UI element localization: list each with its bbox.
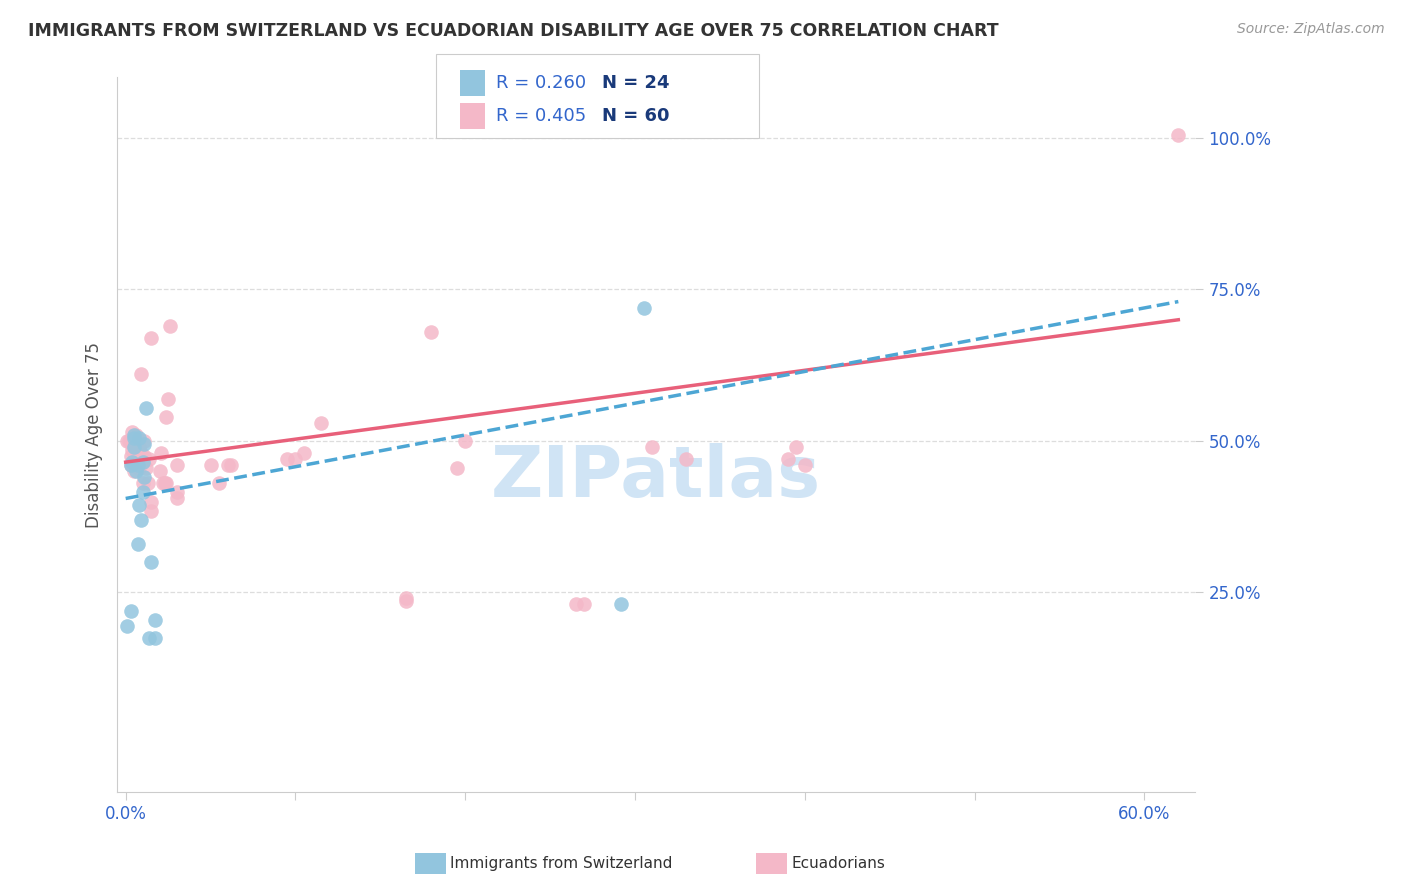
Point [633,301,655,315]
Point [776,452,799,467]
Point [128,440,150,454]
Point [121,437,143,451]
Text: IMMIGRANTS FROM SWITZERLAND VS ECUADORIAN DISABILITY AGE OVER 75 CORRELATION CHA: IMMIGRANTS FROM SWITZERLAND VS ECUADORIA… [28,22,998,40]
Point [141,555,163,569]
Point [138,452,160,467]
Point [120,449,142,463]
Point [219,458,242,472]
Point [134,470,156,484]
Point [117,434,139,448]
Text: R = 0.405: R = 0.405 [496,107,586,125]
Point [127,434,149,448]
Point [122,428,145,442]
Point [292,446,315,460]
Point [134,434,156,448]
Point [128,431,150,445]
Point [157,392,180,406]
Text: ZIPatlas: ZIPatlas [491,443,821,512]
Point [454,434,477,448]
Point [217,458,239,472]
Point [122,464,145,478]
Point [121,455,143,469]
Text: N = 60: N = 60 [602,107,669,125]
Point [564,598,586,612]
Point [121,431,143,445]
Point [276,452,298,467]
Point [420,325,443,339]
Text: N = 24: N = 24 [602,74,669,92]
Point [129,513,152,527]
Point [610,598,633,612]
Point [166,491,188,506]
Point [127,458,149,472]
Point [284,452,307,467]
Point [1167,128,1189,142]
Point [793,458,815,472]
Point [125,428,148,442]
Point [143,613,166,627]
Point [134,437,156,451]
Point [149,464,172,478]
Point [141,331,163,345]
Text: Source: ZipAtlas.com: Source: ZipAtlas.com [1237,22,1385,37]
Point [136,476,159,491]
Point [122,452,145,467]
Point [159,318,181,333]
Point [446,461,468,475]
Point [121,442,143,457]
Point [166,485,188,500]
Point [135,461,157,475]
Point [128,498,150,512]
Point [143,631,166,645]
Point [131,455,153,469]
Point [200,458,222,472]
Point [155,409,177,424]
Point [150,446,173,460]
Point [118,434,141,448]
Point [134,449,156,463]
Point [127,537,149,551]
Point [572,598,595,612]
Point [120,458,142,472]
Text: Immigrants from Switzerland: Immigrants from Switzerland [450,856,672,871]
Point [395,591,418,606]
Point [785,440,807,454]
Point [125,464,148,478]
Point [138,631,160,645]
Point [309,416,332,430]
Point [121,425,143,439]
Point [141,494,163,508]
Point [129,368,152,382]
Point [122,440,145,454]
Text: Ecuadorians: Ecuadorians [792,856,886,871]
Point [155,476,177,491]
Point [127,458,149,472]
Point [395,594,418,608]
Point [120,458,142,472]
Point [125,446,148,460]
Point [675,452,697,467]
Point [208,476,231,491]
Point [153,476,176,491]
Point [128,461,150,475]
Point [122,431,145,445]
Point [129,446,152,460]
Point [152,476,174,491]
Point [131,476,153,491]
Point [166,458,188,472]
Text: R = 0.260: R = 0.260 [496,74,586,92]
Point [131,485,153,500]
Point [135,401,157,415]
Point [120,434,142,448]
Point [141,503,163,517]
Point [641,440,664,454]
Y-axis label: Disability Age Over 75: Disability Age Over 75 [86,342,103,528]
Point [117,618,139,632]
Point [120,603,142,617]
